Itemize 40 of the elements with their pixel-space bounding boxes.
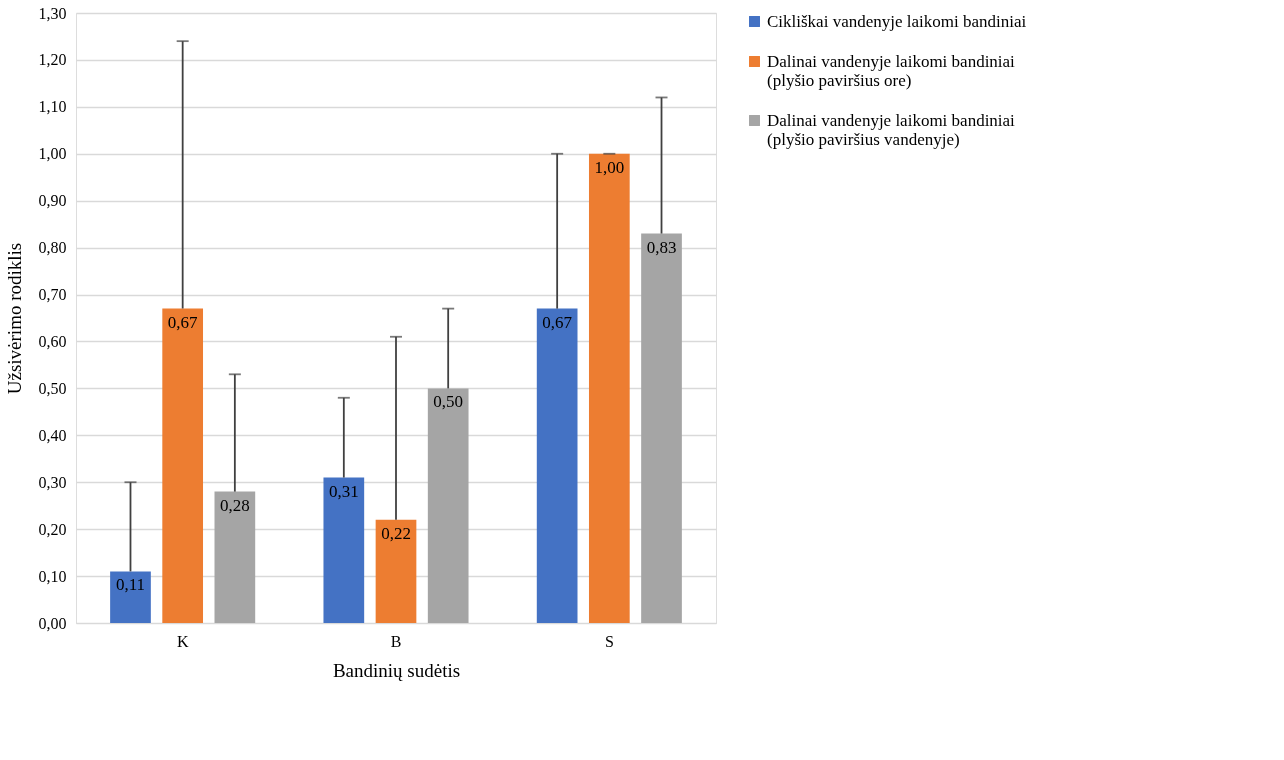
x-tick-label: B	[390, 632, 402, 650]
data-label: 0,67	[542, 312, 573, 332]
y-tick-label: 0,80	[38, 239, 67, 257]
y-tick-label: 0,90	[38, 192, 67, 210]
y-tick-label: 1,10	[38, 98, 67, 116]
y-tick-label: 0,70	[38, 286, 67, 304]
legend-label: Dalinai vandenyje laikomi bandiniai (plyšio paviršius vandenyje)	[767, 110, 1016, 149]
bar	[375, 519, 417, 623]
data-label: 0,83	[646, 237, 677, 257]
y-tick-label: 0,10	[38, 567, 67, 585]
x-axis-title: Bandinių sudėtis	[332, 659, 461, 681]
x-tick-label: S	[604, 632, 614, 650]
bar	[162, 308, 204, 623]
bar	[110, 571, 151, 623]
bar	[641, 233, 682, 623]
data-label: 1,00	[594, 157, 625, 177]
x-tick-label: K	[176, 632, 189, 650]
y-tick-label: 0,60	[38, 332, 67, 350]
data-label: 0,28	[219, 495, 250, 515]
bar	[536, 308, 578, 623]
y-tick-label: 0,00	[38, 614, 67, 632]
bar	[588, 153, 630, 623]
data-label: 0,11	[115, 575, 146, 595]
y-tick-label: 1,20	[38, 51, 67, 69]
data-label: 0,67	[167, 312, 199, 332]
legend-label: Cikliškai vandenyje laikomi bandiniai	[767, 11, 1027, 31]
data-label: 0,50	[433, 392, 464, 412]
y-axis-title: Užsivėrimo rodiklis	[3, 242, 25, 395]
data-label: 0,31	[328, 481, 359, 501]
bar	[323, 477, 365, 623]
bar	[214, 491, 256, 623]
y-tick-label: 0,20	[38, 520, 67, 538]
y-tick-label: 0,50	[38, 379, 67, 397]
y-tick-label: 0,30	[38, 473, 67, 491]
bar	[427, 388, 469, 623]
legend-label: Dalinai vandenyje laikomi bandiniai (plyšio paviršius ore)	[767, 51, 1016, 90]
data-label: 0,22	[381, 523, 411, 543]
y-tick-label: 0,40	[38, 426, 67, 444]
y-tick-label: 1,30	[38, 4, 67, 22]
y-tick-label: 1,00	[38, 145, 67, 163]
